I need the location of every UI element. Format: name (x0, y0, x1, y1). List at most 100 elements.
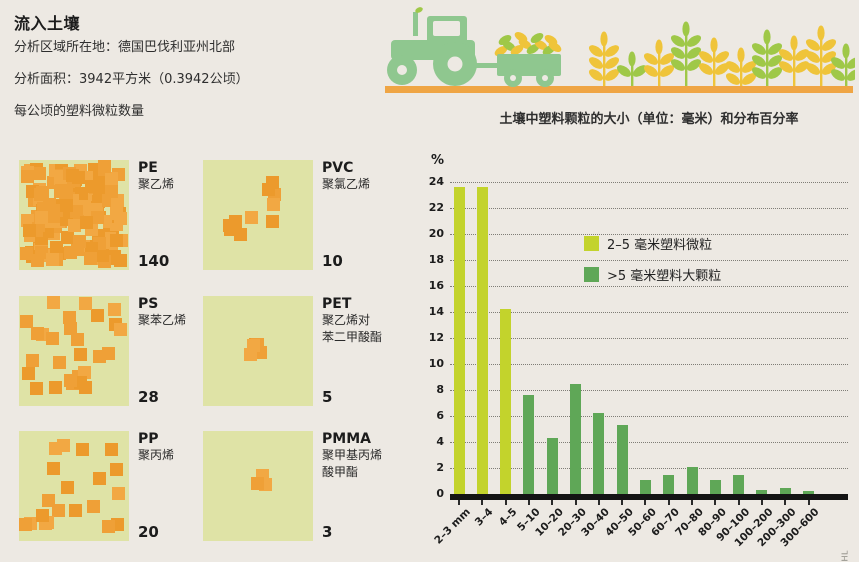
plastic-particle (45, 331, 59, 345)
legend-label: >5 毫米塑料大颗粒 (607, 269, 722, 284)
plastic-particle (90, 309, 104, 323)
x-tick (574, 500, 577, 505)
plastic-particle (92, 349, 106, 363)
plastic-particle (57, 438, 71, 452)
plastic-particle (84, 242, 98, 256)
plastic-count: 5 (322, 388, 333, 406)
x-tick-label: 3–4 (473, 506, 496, 529)
plastic-particle (47, 461, 61, 475)
wheat-plant (805, 25, 837, 86)
plastic-particle (104, 442, 118, 456)
x-tick (527, 500, 530, 505)
gridline (450, 286, 848, 287)
plastic-particle (36, 186, 50, 200)
bar-5–10 (523, 395, 535, 494)
plastic-code: PE (138, 160, 158, 176)
x-tick (458, 500, 460, 505)
plastic-particle (19, 247, 33, 260)
gridline (450, 208, 848, 209)
chart-legend: 2–5 毫米塑料微粒 >5 毫米塑料大颗粒 (584, 234, 721, 284)
gridline (450, 312, 848, 313)
plastic-particle (250, 476, 264, 490)
gridline (450, 338, 848, 339)
bar-50–60 (639, 479, 651, 494)
region-line: 分析区域所在地：德国巴伐利亚州北部 (14, 40, 236, 55)
plastic-count: 20 (138, 523, 159, 541)
plastic-particle (223, 218, 237, 232)
plastic-count: 3 (322, 523, 333, 541)
wheat-plant (778, 35, 810, 86)
plastic-count: 10 (322, 252, 343, 270)
plastic-particle (96, 248, 110, 262)
plastic-name: 聚氯乙烯 (322, 177, 371, 191)
bar-2–3 mm (453, 187, 465, 494)
trailer-icon (494, 31, 562, 87)
plastic-particle (107, 302, 121, 316)
plastic-particle (49, 203, 63, 217)
bar-4–5 (500, 309, 512, 494)
plastic-item-pvc: PVC 聚氯乙烯 10 (203, 160, 389, 270)
plastic-particle (19, 314, 33, 328)
plastic-count: 28 (138, 388, 159, 406)
farm-illustration (385, 7, 855, 93)
plastic-particle (104, 171, 118, 185)
wheat-plant (616, 51, 648, 86)
bar-10–20 (546, 438, 558, 494)
plastic-name: 聚乙烯 (138, 177, 175, 191)
wheat-plant (751, 29, 783, 86)
bar-80–90 (709, 479, 721, 494)
plastic-particle (72, 234, 86, 248)
plastic-particle (35, 211, 49, 225)
bar-30–40 (593, 413, 605, 494)
wheat-plant (830, 43, 855, 86)
y-tick-label: 10 (428, 357, 444, 370)
plastic-particle (109, 463, 123, 477)
legend-item-micro: 2–5 毫米塑料微粒 (584, 234, 721, 253)
plastic-item-pmma: PMMA 聚甲基丙烯 酸甲酯 3 (203, 431, 389, 541)
y-tick-label: 22 (428, 201, 444, 214)
particle-square-pvc (203, 160, 313, 270)
y-tick-label: 8 (436, 383, 444, 396)
plastic-particle (73, 347, 87, 361)
y-tick-label: 20 (428, 227, 444, 240)
plastic-particle (63, 311, 77, 325)
bar-70–80 (686, 466, 698, 494)
plastic-particle (234, 228, 248, 242)
plastic-particle (49, 240, 63, 254)
plastic-item-pet: PET 聚乙烯对 苯二甲酸酯 5 (203, 296, 389, 406)
plastic-particle (92, 472, 106, 486)
copyright-credit: © PLASTIC ATLAS 2019 / PIEHL (840, 550, 849, 562)
bar-20–30 (570, 383, 581, 494)
x-tick (784, 500, 787, 505)
plastic-item-pe: PE 聚乙烯 140 (19, 160, 205, 270)
x-tick (551, 500, 554, 505)
plastic-particle (48, 380, 62, 394)
bar-90–100 (733, 474, 745, 494)
plastic-code: PP (138, 431, 159, 447)
plastic-particle (266, 198, 280, 212)
x-tick (481, 500, 484, 505)
x-tick (737, 500, 740, 505)
plastic-name: 聚甲基丙烯 酸甲酯 (322, 448, 383, 480)
plastic-particle (59, 198, 73, 212)
wheat-field-illustration (588, 21, 855, 86)
particle-square-pp (19, 431, 129, 541)
plastic-particle (266, 214, 280, 228)
bar-200–300 (779, 487, 791, 494)
plastic-particle (75, 443, 89, 457)
legend-swatch-green (584, 267, 599, 282)
plastic-particle (20, 170, 34, 184)
wheat-plant (725, 47, 757, 86)
tractor-icon (387, 7, 499, 86)
bar-60–70 (663, 474, 675, 494)
plastic-particle (78, 381, 92, 395)
y-tick-label: 12 (428, 331, 444, 344)
y-tick-label: 14 (428, 305, 444, 318)
plastic-item-pp: PP 聚丙烯 20 (19, 431, 205, 541)
harvest-leaves (494, 31, 562, 57)
plastic-particle (84, 180, 98, 194)
plastic-particle (64, 374, 78, 388)
y-tick-label: 2 (436, 461, 444, 474)
wheat-plant (588, 31, 620, 86)
